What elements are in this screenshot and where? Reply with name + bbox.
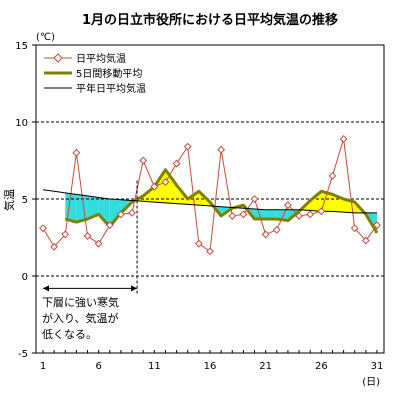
daily-temperature-marker [295, 212, 303, 220]
chart-title: 1月の日立市役所における日平均気温の推移 [82, 12, 338, 28]
daily-temperature-marker [250, 195, 259, 203]
daily-temperature-marker [194, 239, 203, 248]
annotation-arrowhead-left [43, 285, 49, 292]
x-tick-label: 11 [148, 361, 161, 372]
daily-temperature-marker [206, 247, 214, 256]
daily-temperature-marker [373, 221, 381, 230]
y-tick-label: 5 [22, 195, 28, 206]
fill-below-normal [98, 197, 110, 227]
daily-temperature-marker [105, 221, 114, 230]
moving-average-line [64, 168, 379, 234]
y-tick-label: 15 [15, 41, 28, 52]
y-tick-label: 10 [15, 118, 28, 129]
legend-label-daily: 日平均気温 [76, 52, 126, 65]
fill-above-normal [321, 191, 333, 212]
x-tick-label: 26 [315, 361, 328, 372]
series-markers [39, 135, 381, 256]
annotation-line-3: 低くなる。 [42, 328, 97, 341]
x-tick-label: 21 [259, 361, 272, 372]
daily-temperature-marker [117, 210, 125, 219]
fill-below-normal [265, 209, 277, 220]
fill-above-normal [310, 191, 322, 212]
legend: 日平均気温 5日間移動平均 平年日平均気温 [38, 48, 158, 96]
daily-temperature-marker [228, 212, 237, 220]
x-tick-label: 31 [371, 361, 384, 372]
daily-temperature-line [42, 138, 378, 252]
grid-lines [36, 121, 384, 277]
daily-temperature-marker [139, 156, 148, 165]
y-tick-label: -5 [18, 349, 28, 360]
daily-temperature-marker [272, 225, 281, 234]
fill-below-normal [254, 209, 266, 220]
daily-temperature-marker [284, 201, 292, 210]
daily-temperature-marker [94, 239, 103, 248]
daily-temperature-marker [183, 142, 192, 151]
daily-temperature-marker [339, 135, 348, 143]
y-unit-label: (℃) [36, 32, 55, 43]
daily-temperature-marker [317, 207, 326, 216]
legend-label-moving-average: 5日間移動平均 [76, 67, 142, 80]
x-tick-label: 1 [40, 361, 46, 372]
fill-below-normal [87, 195, 99, 220]
daily-temperature-marker [72, 148, 81, 157]
daily-temperature-marker [39, 224, 47, 233]
y-axis-label: 気温 [2, 189, 16, 211]
daily-temperature-marker [172, 159, 181, 168]
legend-item-normal: 平年日平均気温 [44, 82, 146, 95]
x-unit-label: (日) [362, 377, 380, 388]
daily-temperature-marker [217, 145, 226, 154]
annotation-line-2: が入り、気温が [42, 311, 119, 325]
legend-item-daily: 日平均気温 [44, 52, 126, 65]
legend-diamond-marker [53, 53, 63, 63]
daily-temperature-marker [350, 224, 359, 233]
daily-temperature-marker [61, 230, 70, 239]
daily-temperature-marker [361, 236, 370, 245]
annotation: 下層に強い寒気 が入り、気温が 低くなる。 [42, 180, 138, 341]
daily-temperature-marker [328, 171, 337, 180]
x-tick-label: 16 [204, 361, 217, 372]
daily-temperature-marker [83, 232, 92, 240]
y-tick-label: 0 [22, 272, 28, 283]
daily-temperature-marker [128, 208, 136, 217]
daily-temperature-marker [306, 210, 315, 219]
daily-temperature-marker [50, 242, 59, 251]
daily-temperature-marker [150, 182, 159, 191]
annotation-line-1: 下層に強い寒気 [42, 295, 119, 309]
legend-label-normal: 平年日平均気温 [76, 82, 146, 95]
series-lines [42, 138, 379, 252]
fill-above-normal [154, 169, 166, 203]
x-tick-label: 6 [95, 361, 101, 372]
daily-temperature-marker [239, 210, 248, 219]
annotation-arrowhead-right [131, 285, 138, 292]
daily-temperature-marker [161, 178, 170, 186]
legend-item-moving-average: 5日間移動平均 [44, 67, 142, 80]
daily-temperature-marker [261, 230, 270, 239]
fill-below-normal [109, 199, 121, 227]
